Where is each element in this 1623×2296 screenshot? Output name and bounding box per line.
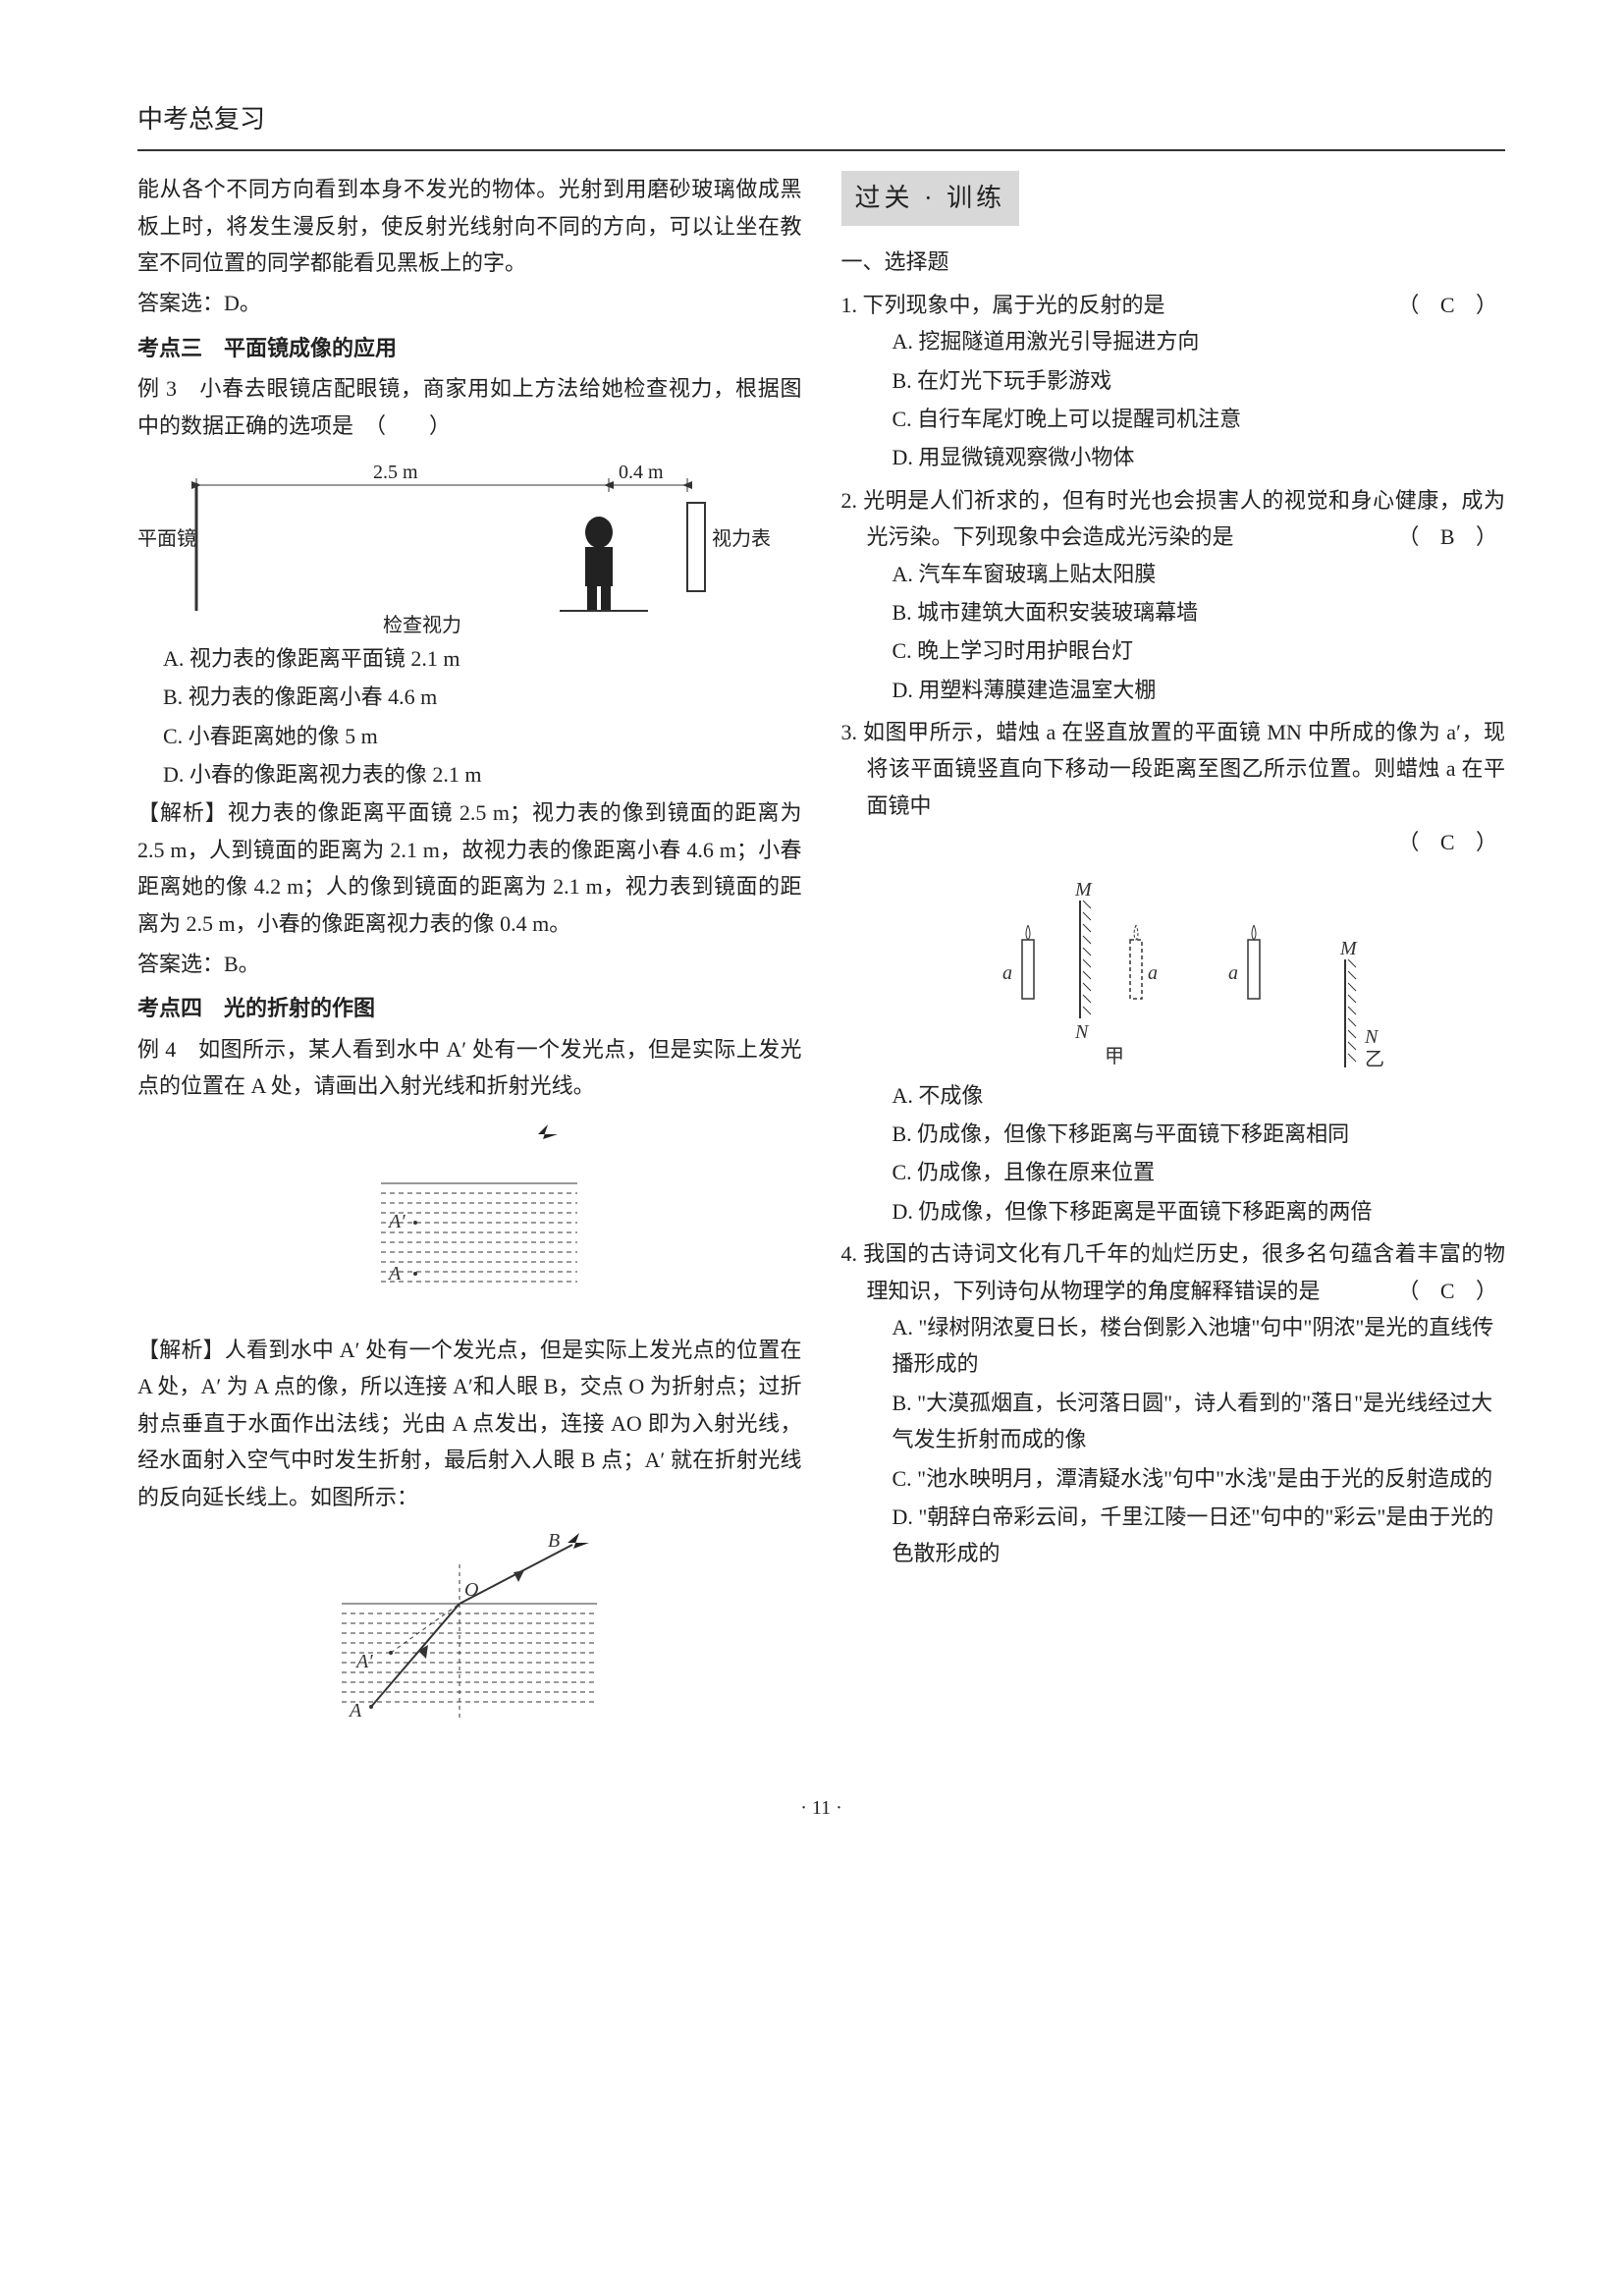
q2-option-b: B. 城市建筑大面积安装玻璃幕墙	[841, 594, 1506, 630]
q1-option-b: B. 在灯光下玩手影游戏	[841, 362, 1506, 399]
q3-option-c: C. 仍成像，且像在原来位置	[841, 1154, 1506, 1190]
q4-option-b: B. "大漠孤烟直，长河落日圆"，诗人看到的"落日"是光线经过大气发生折射而成的…	[841, 1385, 1506, 1458]
question-3: 3. 如图甲所示，蜡烛 a 在竖直放置的平面镜 MN 中所成的像为 a′，现将该…	[841, 714, 1506, 1230]
example3: 例 3 小春去眼镜店配眼镜，商家用如上方法给她检查视力，根据图中的数据正确的选项…	[137, 370, 802, 444]
mirror-svg: M N a a 甲 a M	[928, 871, 1419, 1067]
q2-text-line: 2. 光明是人们祈求的，但有时光也会损害人的视觉和身心健康，成为光污染。下列现象…	[841, 482, 1506, 556]
question-1: 1. 下列现象中，属于光的反射的是 （ C ） A. 挖掘隧道用激光引导掘进方向…	[841, 287, 1506, 476]
svg-text:a: a	[1002, 962, 1012, 984]
jiexi4-label: 【解析】	[137, 1338, 225, 1362]
q3-answer-line: （ C ）	[841, 824, 1506, 860]
example4-label: 例 4	[137, 1037, 176, 1062]
q4-option-c: C. "池水映明月，潭清疑水浅"句中"水浅"是由于光的反射造成的	[841, 1460, 1506, 1497]
q4-option-a: A. "绿树阴浓夏日长，楼台倒影入池塘"句中"阴浓"是光的直线传播形成的	[841, 1309, 1506, 1383]
diagram1-right-label: 视力表	[712, 522, 771, 556]
svg-text:N: N	[1364, 1026, 1380, 1048]
q1-answer: （ C ）	[1423, 287, 1505, 323]
diagram-refraction-2: B O	[137, 1525, 802, 1752]
example3-option-c: C. 小春距离她的像 5 m	[137, 718, 802, 754]
q3-text-line: 3. 如图甲所示，蜡烛 a 在竖直放置的平面镜 MN 中所成的像为 a′，现将该…	[841, 714, 1506, 824]
diagram-mirror: M N a a 甲 a M	[841, 871, 1506, 1067]
svg-text:B: B	[548, 1530, 560, 1552]
svg-text:a: a	[1148, 962, 1158, 984]
example3-option-a: A. 视力表的像距离平面镜 2.1 m	[137, 640, 802, 677]
jiexi4-text: 人看到水中 A′ 处有一个发光点，但是实际上发光点的位置在 A 处，A′ 为 A…	[137, 1338, 802, 1509]
vision-test-svg	[137, 454, 802, 630]
svg-text:A: A	[348, 1700, 362, 1722]
q1-option-a: A. 挖掘隧道用激光引导掘进方向	[841, 323, 1506, 359]
section-training-title: 过关 · 训练	[841, 171, 1020, 226]
q1-option-c: C. 自行车尾灯晚上可以提醒司机注意	[841, 401, 1506, 437]
diagram1-left-label: 平面镜	[137, 522, 196, 556]
diagram1-caption: 检查视力	[383, 609, 461, 642]
svg-text:甲: 甲	[1105, 1046, 1124, 1067]
q3-option-b: B. 仍成像，但像下移距离与平面镜下移距离相同	[841, 1116, 1506, 1152]
q1-option-d: D. 用显微镜观察微小物体	[841, 439, 1506, 475]
svg-text:A′: A′	[387, 1211, 406, 1232]
example3-text: 小春去眼镜店配眼镜，商家用如上方法给她检查视力，根据图中的数据正确的选项是 （ …	[137, 376, 801, 437]
intro-answer: 答案选：D。	[137, 285, 802, 321]
example3-option-d: D. 小春的像距离视力表的像 2.1 m	[137, 756, 802, 793]
svg-text:A′: A′	[354, 1651, 373, 1672]
diagram-vision-test: 平面镜 2.5 m 0.4 m 视力表 检查视力	[137, 454, 802, 630]
diagram-refraction-1: A′ A	[137, 1115, 802, 1322]
jiexi4: 【解析】人看到水中 A′ 处有一个发光点，但是实际上发光点的位置在 A 处，A′…	[137, 1332, 802, 1515]
diagram1-distance-right: 0.4 m	[619, 456, 664, 489]
q2-option-a: A. 汽车车窗玻璃上贴太阳膜	[841, 556, 1506, 592]
right-column: 过关 · 训练 一、选择题 1. 下列现象中，属于光的反射的是 （ C ） A.…	[841, 171, 1506, 1762]
content-columns: 能从各个不同方向看到本身不发光的物体。光射到用磨砂玻璃做成黑板上时，将发生漫反射…	[137, 171, 1505, 1762]
q4-option-d: D. "朝辞白帝彩云间，千里江陵一日还"句中的"彩云"是由于光的色散形成的	[841, 1499, 1506, 1572]
kaodian3-title: 考点三 平面镜成像的应用	[137, 330, 802, 366]
jiexi3-answer: 答案选：B。	[137, 946, 802, 982]
svg-text:N: N	[1074, 1021, 1090, 1043]
left-column: 能从各个不同方向看到本身不发光的物体。光射到用磨砂玻璃做成黑板上时，将发生漫反射…	[137, 171, 802, 1762]
diagram1-distance-main: 2.5 m	[373, 456, 418, 489]
refraction1-svg: A′ A	[322, 1115, 617, 1311]
question-2: 2. 光明是人们祈求的，但有时光也会损害人的视觉和身心健康，成为光污染。下列现象…	[841, 482, 1506, 708]
svg-text:a: a	[1228, 962, 1238, 984]
q3-text: 3. 如图甲所示，蜡烛 a 在竖直放置的平面镜 MN 中所成的像为 a′，现将该…	[841, 720, 1506, 818]
q2-answer: （ B ）	[1423, 519, 1505, 555]
refraction2-svg: B O	[302, 1525, 636, 1741]
q4-text-line: 4. 我国的古诗词文化有几千年的灿烂历史，很多名句蕴含着丰富的物理知识，下列诗句…	[841, 1235, 1506, 1309]
example4-text: 如图所示，某人看到水中 A′ 处有一个发光点，但是实际上发光点的位置在 A 处，…	[137, 1037, 802, 1098]
example3-label: 例 3	[137, 376, 177, 401]
svg-text:M: M	[1074, 879, 1093, 901]
svg-text:A: A	[387, 1263, 402, 1285]
jiexi3: 【解析】视力表的像距离平面镜 2.5 m；视力表的像到镜面的距离为 2.5 m，…	[137, 794, 802, 942]
q1-text: 1. 下列现象中，属于光的反射的是	[841, 293, 1165, 317]
example4: 例 4 如图所示，某人看到水中 A′ 处有一个发光点，但是实际上发光点的位置在 …	[137, 1031, 802, 1105]
q1-text-line: 1. 下列现象中，属于光的反射的是 （ C ）	[841, 287, 1506, 323]
q2-option-d: D. 用塑料薄膜建造温室大棚	[841, 672, 1506, 708]
kaodian4-title: 考点四 光的折射的作图	[137, 990, 802, 1026]
jiexi3-text: 视力表的像距离平面镜 2.5 m；视力表的像到镜面的距离为 2.5 m，人到镜面…	[137, 800, 802, 935]
q3-option-d: D. 仍成像，但像下移距离是平面镜下移距离的两倍	[841, 1193, 1506, 1230]
q2-option-c: C. 晚上学习时用护眼台灯	[841, 632, 1506, 669]
page-header: 中考总复习	[137, 98, 1505, 151]
svg-text:M: M	[1339, 938, 1358, 959]
q3-option-a: A. 不成像	[841, 1077, 1506, 1114]
example3-option-b: B. 视力表的像距离小春 4.6 m	[137, 679, 802, 715]
jiexi3-label: 【解析】	[137, 800, 228, 825]
svg-text:乙: 乙	[1365, 1049, 1384, 1067]
q4-answer: （ C ）	[1423, 1273, 1505, 1309]
subsection-1: 一、选择题	[841, 244, 1506, 280]
q3-answer: （ C ）	[1397, 830, 1505, 854]
page-number: · 11 ·	[137, 1791, 1505, 1825]
intro-paragraph: 能从各个不同方向看到本身不发光的物体。光射到用磨砂玻璃做成黑板上时，将发生漫反射…	[137, 171, 802, 281]
question-4: 4. 我国的古诗词文化有几千年的灿烂历史，很多名句蕴含着丰富的物理知识，下列诗句…	[841, 1235, 1506, 1572]
